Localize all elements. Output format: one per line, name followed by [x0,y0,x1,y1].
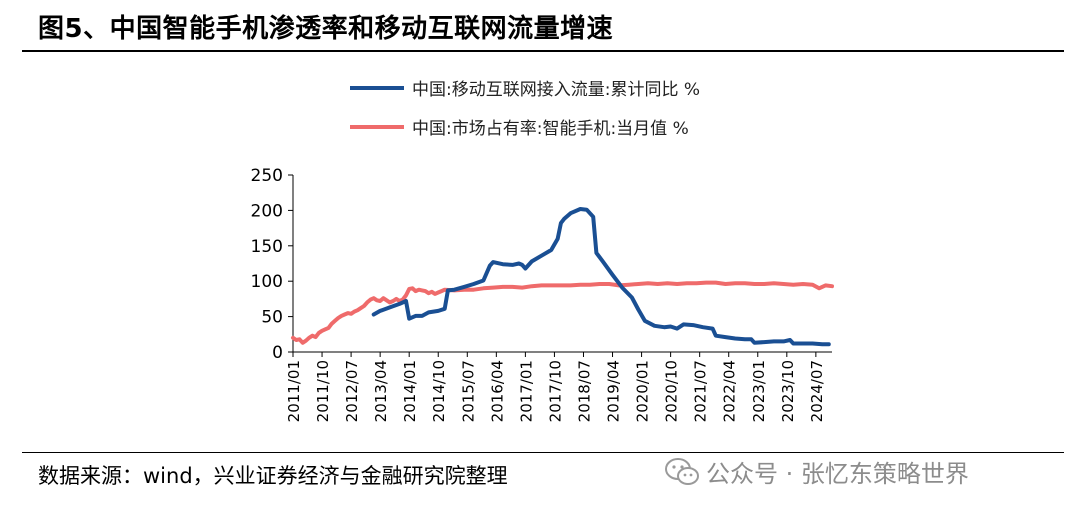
watermark-text: 公众号 · 张忆东策略世界 [706,460,969,488]
series-line-traffic [371,207,831,347]
wechat-icon [665,457,699,485]
y-tick-label: 0 [272,343,283,363]
x-tick-label: 2018/07 [575,360,593,422]
x-tick-label: 2011/01 [285,360,303,422]
legend-label-traffic: 中国:移动互联网接入流量:累计同比 % [412,80,700,100]
x-tick-label: 2022/04 [721,360,739,422]
x-tick-label: 2019/04 [605,360,623,422]
legend: 中国:移动互联网接入流量:累计同比 % 中国:市场占有率:智能手机:当月值 % [350,80,700,139]
x-tick-label: 2023/01 [750,360,768,422]
plot-area [291,207,834,347]
y-tick-label: 150 [251,237,283,257]
x-tick-label: 2020/10 [663,360,681,422]
series-line-penetration [291,280,834,345]
x-tick-label: 2013/04 [372,360,390,422]
watermark: 公众号 · 张忆东策略世界 [664,454,969,489]
x-tick-label: 2014/01 [401,360,419,422]
x-tick-label: 2017/10 [546,360,564,422]
source-note: 数据来源：wind，兴业证券经济与金融研究院整理 [38,464,508,488]
x-tick-label: 2012/07 [343,360,361,422]
x-tick-label: 2021/07 [692,360,710,422]
x-tick-label: 2011/10 [314,360,332,422]
y-tick-label: 200 [251,201,283,221]
legend-label-penetration: 中国:市场占有率:智能手机:当月值 % [412,119,689,139]
x-tick-label: 2024/07 [808,360,826,422]
x-tick-label: 2015/07 [459,360,477,422]
y-tick-label: 50 [261,308,283,328]
title-underline [22,50,1064,52]
x-tick-label: 2017/01 [517,360,535,422]
axes: 0 50 100 150 200 250 2011/01 2011/10 2012/07 2013… [251,166,832,422]
figure-title: 图5、中国智能手机渗透率和移动互联网流量增速 [38,14,614,44]
y-tick-label: 250 [251,166,283,186]
y-tick-label: 100 [251,272,283,292]
x-tick-label: 2023/10 [779,360,797,422]
x-tick-label: 2016/04 [488,360,506,422]
x-tick-label: 2020/01 [634,360,652,422]
footer-rule [22,452,1064,453]
x-tick-label: 2014/10 [430,360,448,422]
